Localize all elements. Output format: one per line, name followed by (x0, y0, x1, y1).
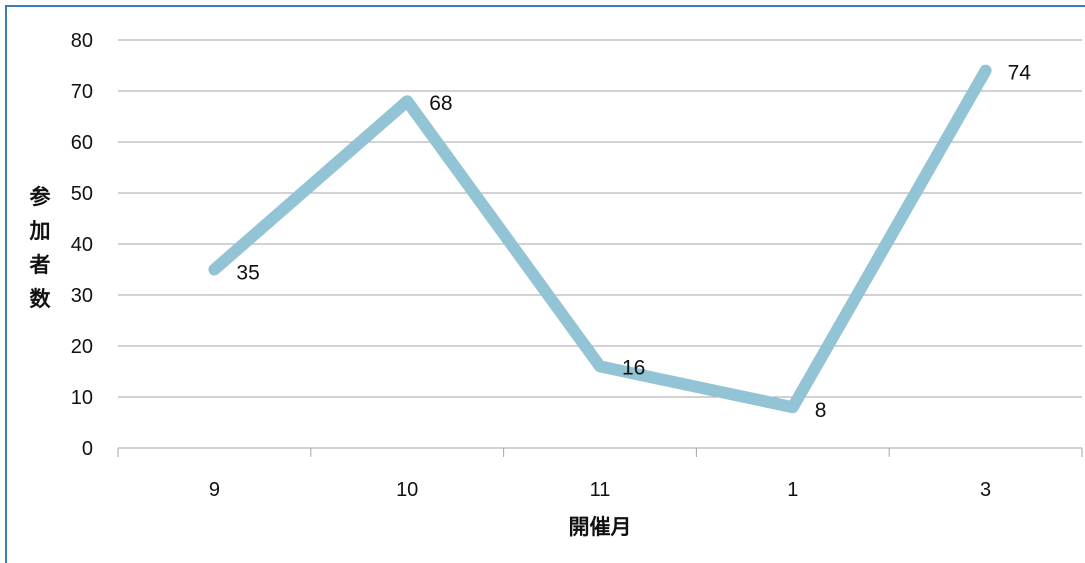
y-axis-title-char: 数 (30, 287, 52, 311)
y-axis-title-char: 者 (30, 253, 51, 277)
data-label: 16 (622, 356, 645, 379)
y-tick-label: 50 (71, 183, 93, 205)
y-tick-label: 80 (71, 30, 93, 52)
data-labels: 35 68 16 8 74 (236, 62, 1031, 423)
data-label: 74 (1008, 62, 1032, 85)
x-tick-label: 10 (396, 479, 418, 501)
x-tick-label: 11 (590, 479, 611, 501)
y-tick-labels: 0 10 20 30 40 50 60 70 80 (71, 30, 93, 460)
x-tick-label: 1 (787, 479, 798, 501)
y-axis-title-char: 加 (29, 219, 51, 243)
x-axis (117, 447, 1083, 457)
x-tick-label: 3 (980, 479, 991, 501)
y-tick-label: 0 (82, 438, 93, 460)
x-tick-label: 9 (209, 479, 220, 501)
y-tick-label: 70 (71, 81, 93, 103)
y-tick-label: 10 (71, 387, 93, 409)
x-tick-labels: 9 10 11 1 3 (209, 479, 991, 501)
grid-lines (118, 39, 1082, 398)
data-label: 68 (429, 92, 452, 115)
y-tick-label: 20 (71, 336, 93, 358)
series-line-group (208, 64, 992, 414)
y-axis-title-char: 参 (30, 185, 51, 209)
data-label: 35 (236, 262, 259, 285)
y-tick-label: 60 (71, 132, 93, 154)
series-line (208, 64, 992, 414)
y-tick-label: 40 (71, 234, 93, 256)
x-axis-title: 開催月 (569, 515, 632, 539)
y-tick-label: 30 (71, 285, 93, 307)
data-label: 8 (815, 399, 827, 422)
